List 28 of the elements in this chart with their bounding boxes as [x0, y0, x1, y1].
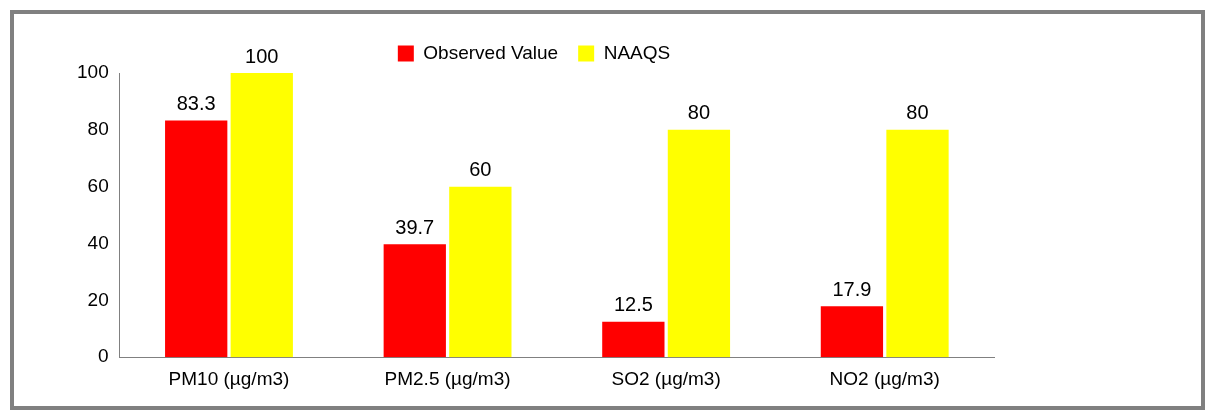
bar	[165, 120, 228, 358]
y-tick-label: 20	[87, 288, 109, 310]
bar	[230, 73, 293, 358]
data-label: 80	[906, 101, 929, 124]
y-tick-label: 40	[87, 231, 109, 253]
bar	[667, 129, 731, 358]
data-label: 17.9	[832, 277, 872, 300]
bar	[449, 186, 512, 358]
y-tick-label: 0	[98, 345, 109, 367]
bar	[602, 321, 665, 358]
data-label: 12.5	[613, 293, 653, 316]
bar	[886, 129, 949, 358]
bar	[820, 306, 884, 358]
y-tick-label: 100	[77, 61, 109, 83]
x-tick-label: SO2 (µg/m3)	[611, 367, 721, 389]
data-label: 83.3	[176, 91, 216, 114]
x-tick-label: PM2.5 (µg/m3)	[384, 367, 511, 389]
data-label: 60	[469, 158, 492, 181]
data-label: 100	[245, 44, 279, 67]
x-tick-label: NO2 (µg/m3)	[829, 367, 940, 389]
x-tick-label: PM10 (µg/m3)	[168, 367, 290, 389]
legend-label: Observed Value	[423, 41, 559, 63]
data-label: 39.7	[395, 215, 435, 238]
data-label: 80	[687, 101, 711, 124]
y-tick-label: 80	[87, 118, 109, 140]
legend-label: NAAQS	[603, 41, 671, 63]
bar	[383, 244, 446, 358]
y-tick-label: 60	[87, 174, 109, 196]
